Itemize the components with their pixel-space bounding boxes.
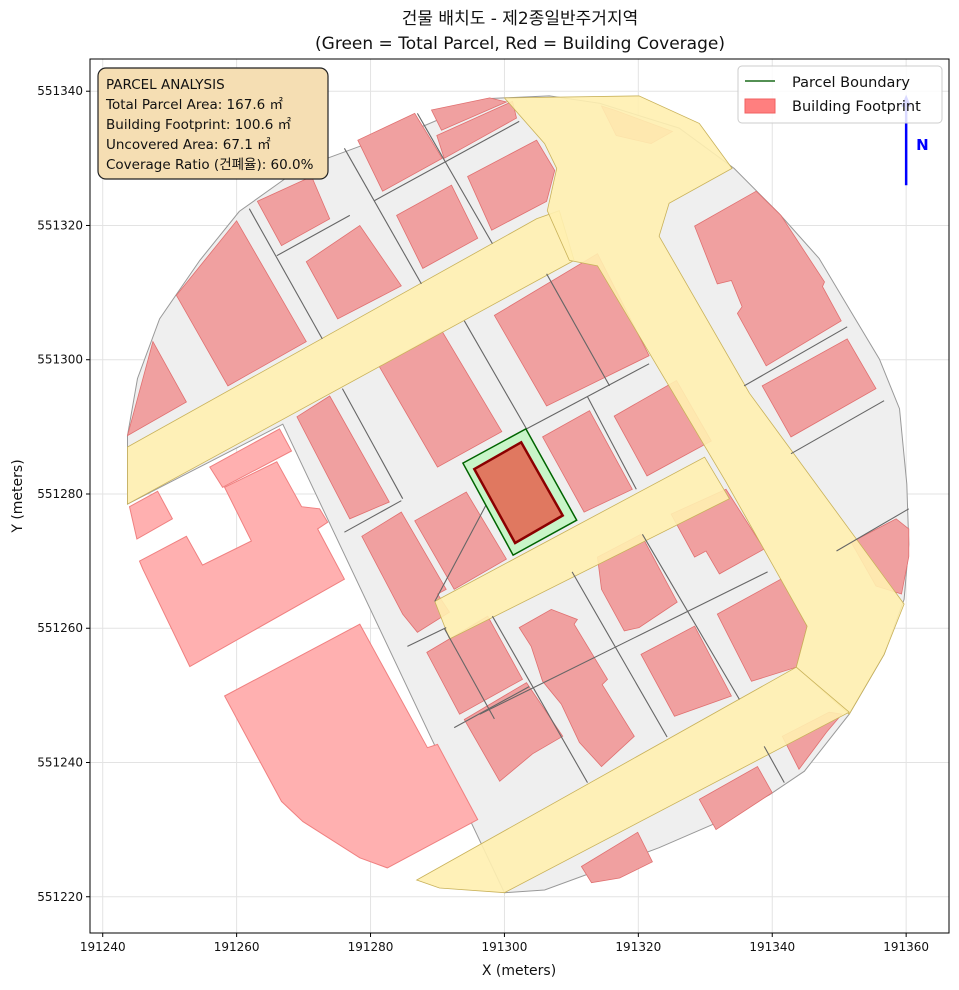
info-box-background: [97, 67, 329, 180]
info-box: PARCEL ANALYSIS Total Parcel Area: 167.6…: [97, 67, 329, 180]
road: [415, 666, 850, 894]
building-footprint: [698, 765, 773, 831]
building-footprint: [580, 831, 653, 884]
y-tick-label: 551340: [37, 84, 83, 98]
axes-frame: [89, 58, 950, 934]
building-footprint: [467, 139, 556, 231]
outside-building: [138, 461, 346, 668]
legend-box: [737, 65, 943, 124]
info-coverage-ratio: Coverage Ratio (건폐율): 60.0%: [106, 157, 314, 173]
y-tick-label: 551300: [37, 353, 83, 367]
building-footprint: [357, 112, 443, 192]
y-tick-label: 551220: [37, 890, 83, 904]
x-axis-label: X (meters): [482, 963, 556, 979]
x-tick-label: 191260: [214, 940, 260, 954]
building-footprint: [396, 184, 479, 269]
parcel-line: [407, 627, 447, 647]
y-tick-label: 551240: [37, 755, 83, 769]
legend-building-footprint: Building Footprint: [792, 99, 921, 115]
parcel-line: [763, 746, 785, 783]
axis-ticks: 191240 191260 191280 191300 191320 191340 1913…: [37, 84, 929, 954]
parcel-line: [453, 686, 530, 729]
building-footprint: [296, 395, 390, 520]
legend-parcel-boundary: Parcel Boundary: [792, 75, 910, 91]
building-footprint: [640, 625, 732, 717]
building-footprint: [305, 224, 402, 320]
y-tick-label: 551260: [37, 621, 83, 635]
parcel-line: [571, 571, 668, 738]
parcel-line: [526, 363, 650, 430]
info-footprint: Building Footprint: 100.6 ㎡: [106, 117, 292, 133]
x-tick-label: 191300: [482, 940, 528, 954]
y-tick-label: 551320: [37, 218, 83, 232]
legend: Parcel Boundary Building Footprint: [737, 65, 943, 124]
parcel-line: [374, 120, 520, 202]
building-footprint: [694, 190, 842, 367]
chart-subtitle: (Green = Total Parcel, Red = Building Co…: [315, 34, 725, 54]
building-footprint: [493, 253, 650, 407]
outside-building: [128, 490, 174, 540]
x-tick-label: 191280: [348, 940, 394, 954]
parcel-line: [546, 273, 611, 387]
x-tick-label: 191340: [749, 940, 795, 954]
parcel-line: [248, 208, 323, 340]
y-tick-label: 551280: [37, 487, 83, 501]
building-footprint: [430, 97, 508, 131]
building-footprint: [761, 338, 877, 438]
x-tick-label: 191240: [80, 940, 126, 954]
parcel-line: [276, 214, 351, 257]
outside-building: [209, 428, 293, 488]
road: [503, 95, 905, 715]
parcel-line: [343, 148, 422, 285]
parcel-line: [344, 500, 402, 533]
parcel-line: [743, 326, 848, 387]
x-tick-label: 191360: [883, 940, 929, 954]
parcel-line: [463, 320, 527, 430]
info-heading: PARCEL ANALYSIS: [106, 77, 225, 93]
outside-building: [223, 623, 479, 869]
parcel-line: [479, 571, 768, 715]
building-footprint: [436, 100, 517, 159]
building-footprint: [463, 682, 564, 782]
north-label: N: [916, 136, 929, 154]
road: [434, 456, 730, 640]
parcel-line: [416, 113, 493, 244]
plot-area: [126, 95, 910, 894]
building-footprint: [175, 220, 307, 387]
building-footprint: [126, 340, 187, 437]
info-uncovered: Uncovered Area: 67.1 ㎡: [106, 137, 271, 153]
subject-building: [472, 440, 565, 545]
parcel-line: [790, 400, 885, 455]
parcel-line: [443, 627, 495, 720]
y-axis-label: Y (meters): [10, 459, 26, 533]
chart-title: 건물 배치도 - 제2종일반주거지역: [402, 9, 638, 29]
parcel-line: [641, 534, 740, 700]
building-footprint: [414, 491, 507, 590]
building-footprint: [518, 608, 635, 768]
parcel-line: [341, 388, 404, 499]
info-total-area: Total Parcel Area: 167.6 ㎡: [105, 97, 283, 113]
building-footprint: [256, 175, 331, 247]
legend-building-swatch: [744, 98, 776, 114]
building-footprint: [542, 410, 633, 513]
parcel-line: [491, 615, 588, 783]
parcel-line: [836, 508, 910, 552]
x-tick-label: 191320: [615, 940, 661, 954]
parcel-line: [587, 396, 637, 490]
